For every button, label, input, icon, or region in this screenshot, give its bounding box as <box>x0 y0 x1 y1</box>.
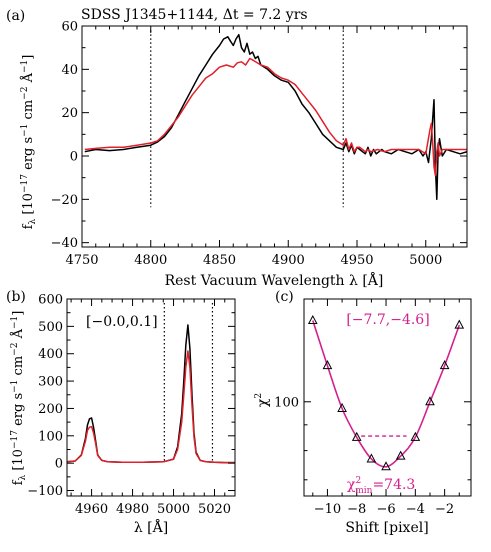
panel-b-label: (b) <box>6 289 26 305</box>
panel-c-point-0 <box>307 314 318 325</box>
panel-c-frame <box>303 298 472 497</box>
panel-c: (c) −10 −8 −6 −4 −2 100 [−7.7,−4.6] χ2 min=74.… <box>254 289 472 536</box>
panel-c-ytick-label-0: 100 <box>274 395 299 410</box>
panel-c-chi-min: χ2 min=74.3 <box>347 476 415 496</box>
panel-b-ytick-label-4: 300 <box>38 375 63 390</box>
panel-c-point-6 <box>395 450 406 460</box>
panel-b-ytick-label-0: −100 <box>27 484 63 499</box>
panel-a-series-1 <box>84 57 467 177</box>
panel-c-xtick-label-4: −2 <box>435 502 454 517</box>
panel-a-series-0 <box>84 33 467 201</box>
panel-b-ylabel: fλ [10−17 erg s−1 cm−2 Å−1] <box>10 311 28 486</box>
panel-a-label: (a) <box>6 8 25 24</box>
panel-c-point-9 <box>439 360 450 370</box>
panel-c-xtick-label-3: −4 <box>406 502 425 517</box>
panel-c-xtick-label-2: −6 <box>376 502 395 517</box>
panel-a: (a) SDSS J1345+1144, Δt = 7.2 yrs 4750 48… <box>6 7 468 289</box>
panel-a-xtick-label-2: 4850 <box>203 253 236 268</box>
panel-a-ytick-label-3: 20 <box>61 106 78 121</box>
panel-c-point-5 <box>381 461 391 471</box>
panel-c-point-4 <box>366 453 377 463</box>
panel-b-frame <box>66 298 236 497</box>
panel-c-ylabel: χ2 <box>254 393 271 407</box>
panel-b-ytick-label-1: 0 <box>55 457 63 472</box>
panel-c-annotation: [−7.7,−4.6] <box>346 312 429 328</box>
panel-a-title: SDSS J1345+1144, Δt = 7.2 yrs <box>81 7 308 23</box>
panel-b-xtick-label-2: 5000 <box>157 502 190 517</box>
panel-b: (b) 4960 4980 5000 5020 −100 0 100 200 300 400 500… <box>6 289 236 536</box>
panel-a-ytick-label-0: −40 <box>51 236 78 251</box>
panel-a-plot-area <box>84 30 467 208</box>
panel-c-plot-area <box>307 314 465 471</box>
panel-c-xtick-label-1: −8 <box>347 502 366 517</box>
panel-b-plot-area <box>67 302 235 464</box>
panel-a-ylabel: fλ [10−17 erg s−1 cm−2 Å−1] <box>20 55 38 230</box>
panel-a-xtick-label-5: 5000 <box>409 253 442 268</box>
panel-a-xlabel: Rest Vacuum Wavelength λ [Å] <box>165 271 384 289</box>
panel-b-series-1 <box>67 350 235 464</box>
panel-b-ytick-label-5: 400 <box>38 347 63 362</box>
panel-a-ytick-label-4: 40 <box>61 63 78 78</box>
panel-b-xtick-label-0: 4960 <box>75 502 108 517</box>
panel-c-point-1 <box>322 360 333 370</box>
panel-b-ytick-label-3: 200 <box>38 402 63 417</box>
panel-a-xtick-label-4: 4950 <box>340 253 373 268</box>
panel-a-ticks: 4750 4800 4850 4900 4950 5000 −40 −20 0 20 40 60 <box>51 20 468 268</box>
panel-c-ticks: −10 −8 −6 −4 −2 100 <box>274 299 471 517</box>
panel-c-xlabel: Shift [pixel] <box>345 520 428 536</box>
panel-b-ytick-label-2: 100 <box>38 429 63 444</box>
panel-b-ytick-label-7: 600 <box>38 293 63 308</box>
panel-a-ytick-label-2: 0 <box>70 150 78 165</box>
panel-c-xtick-label-0: −10 <box>314 502 341 517</box>
panel-b-xtick-label-1: 4980 <box>116 502 149 517</box>
panel-a-xtick-label-0: 4750 <box>65 253 98 268</box>
panel-b-xtick-label-3: 5020 <box>198 502 231 517</box>
panel-c-point-8 <box>425 396 435 406</box>
panel-b-xlabel: λ [Å] <box>134 518 168 536</box>
panel-b-ticks: 4960 4980 5000 5020 −100 0 100 200 300 400 500 600 <box>27 293 236 517</box>
panel-c-point-7 <box>410 431 421 441</box>
panel-b-series-0 <box>67 324 235 464</box>
panel-a-xtick-label-3: 4900 <box>272 253 305 268</box>
panel-a-frame <box>81 25 468 248</box>
panel-c-point-2 <box>337 402 347 412</box>
panel-b-annotation: [−0.0,0.1] <box>86 314 158 330</box>
panel-b-ytick-label-6: 500 <box>38 320 63 335</box>
panel-c-label: (c) <box>275 289 294 305</box>
panel-a-xtick-label-1: 4800 <box>134 253 167 268</box>
panel-a-ytick-label-1: −20 <box>51 193 78 208</box>
panel-c-point-3 <box>351 431 362 441</box>
panel-a-ytick-label-5: 60 <box>61 20 78 35</box>
panel-c-point-10 <box>454 319 465 329</box>
panel-c-fit-curve <box>312 320 461 468</box>
